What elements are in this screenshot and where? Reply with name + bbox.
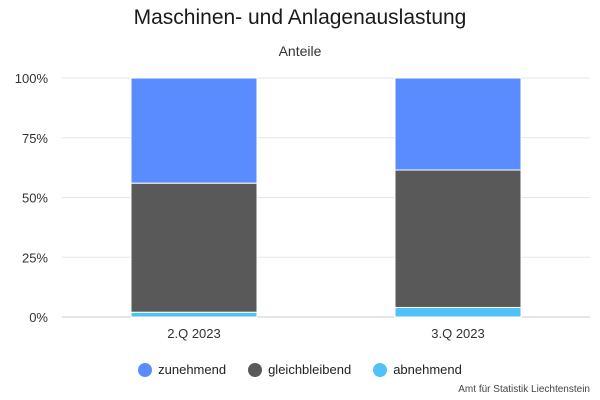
legend-item-zunehmend[interactable]: zunehmend bbox=[138, 362, 226, 377]
legend-label-abnehmend: abnehmend bbox=[393, 362, 462, 377]
x-tick-label: 2.Q 2023 bbox=[167, 326, 221, 341]
bar-segment bbox=[394, 169, 522, 308]
bar-segment bbox=[130, 311, 258, 318]
bar-segment bbox=[394, 77, 522, 171]
bar-segment bbox=[130, 182, 258, 313]
x-tick-label: 3.Q 2023 bbox=[431, 326, 485, 341]
bar-segment bbox=[394, 306, 522, 318]
y-tick-label: 75% bbox=[22, 131, 48, 146]
chart-title: Maschinen- und Anlagenauslastung bbox=[133, 6, 467, 29]
legend-swatch-gleichbleibend bbox=[248, 362, 263, 377]
legend-swatch-zunehmend bbox=[138, 362, 153, 377]
legend-swatch-abnehmend bbox=[373, 362, 388, 377]
y-tick-label: 100% bbox=[15, 71, 49, 86]
chart-subtitle: Anteile bbox=[278, 43, 322, 59]
bar-segment bbox=[130, 77, 258, 184]
y-tick-label: 0% bbox=[29, 310, 48, 325]
y-tick-label: 50% bbox=[22, 191, 48, 206]
legend-item-abnehmend[interactable]: abnehmend bbox=[373, 362, 462, 377]
legend: zunehmend gleichbleibend abnehmend bbox=[0, 362, 600, 377]
legend-item-gleichbleibend[interactable]: gleichbleibend bbox=[248, 362, 351, 377]
legend-label-zunehmend: zunehmend bbox=[158, 362, 227, 377]
legend-label-gleichbleibend: gleichbleibend bbox=[268, 362, 352, 377]
y-tick-label: 25% bbox=[22, 250, 48, 265]
stacked-bar-chart: 0% 25% 50% 75% 100% 2.Q 2023 3.Q 2023 bbox=[15, 71, 590, 341]
source-credit: Amt für Statistik Liechtenstein bbox=[458, 384, 590, 395]
